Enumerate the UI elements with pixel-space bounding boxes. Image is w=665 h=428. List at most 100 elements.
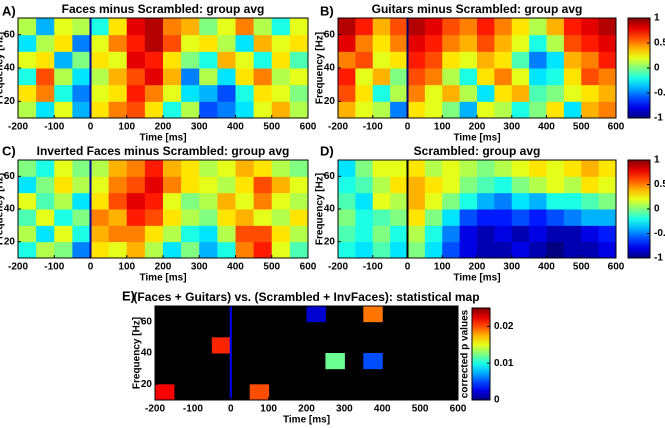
y-tick-label: 60 [141,316,153,327]
heat-cell [126,34,146,52]
heat-cell [36,160,55,177]
heat-cell [217,209,236,226]
heat-cell [199,192,218,210]
heat-cell [372,225,391,243]
heat-cell [372,51,391,69]
y-axis-label: Frequency [Hz] [0,173,6,245]
y-tick-label: 40 [4,204,16,215]
heat-cell [372,68,391,86]
heat-cell [90,160,110,177]
heat-cell [477,225,495,243]
heat-cell [235,34,255,52]
heat-cell [442,225,461,243]
heat-cell [36,84,55,102]
x-tick-label: -200 [8,262,28,273]
heat-cell [424,84,443,102]
x-tick-label: 400 [374,404,391,415]
heat-cell [199,176,218,194]
y-tick-label: 20 [141,379,153,390]
heat-cell [181,176,200,194]
heat-cell [355,225,374,243]
heat-cell [126,192,146,210]
heat-cell [18,18,37,36]
heat-cell [459,18,478,36]
heat-cell [54,241,73,259]
heat-cell [181,225,200,243]
heat-cell [235,51,255,69]
heat-cell [442,51,461,69]
heat-cell [289,209,309,226]
heat-cell [155,384,175,401]
heat-cell [36,101,55,119]
heat-cell [459,34,478,52]
heat-cell [338,176,356,194]
heat-cell [18,176,37,194]
heat-cell [144,225,164,243]
y-axis-label: Frequency [Hz] [0,32,6,104]
x-tick-label: 600 [608,122,625,133]
heat-cell [271,241,291,259]
heat-cell [72,18,91,36]
heat-cell [199,84,218,102]
heat-cell [144,209,164,226]
heat-cell [355,34,374,52]
y-tick-label: 60 [4,29,16,40]
heat-cell [529,101,547,119]
heat-cell [108,176,128,194]
heat-cell [546,68,565,86]
heat-cell [163,101,182,119]
heat-cell [108,101,128,119]
heat-cell [424,101,443,119]
heat-cell [424,68,443,86]
heat-cell [390,68,408,86]
heat-cell [289,18,309,36]
heat-cell [372,101,391,119]
y-tick-label: 20 [324,236,336,247]
heat-cell [338,34,356,52]
heat-cell [235,160,255,177]
x-axis-label: Time [ms] [139,273,186,284]
heat-cell [253,51,273,69]
heat-cell [163,241,182,259]
heat-cell [529,209,547,226]
heat-cell [18,101,37,119]
heat-cell [199,51,218,69]
heat-cell [563,192,582,210]
heat-cell [581,225,600,243]
heat-cell [494,176,513,194]
heat-cell [181,160,200,177]
heat-cell [511,101,530,119]
heat-cell [581,192,600,210]
heat-cell [249,384,270,401]
heat-cell [407,18,426,36]
heat-cell [235,18,255,36]
heat-cell [355,209,374,226]
y-tick-label: 40 [324,63,336,74]
heat-cell [54,68,73,86]
heat-cell [511,225,530,243]
heat-cell [442,192,461,210]
x-tick-label: 400 [227,122,244,133]
heat-cell [407,209,426,226]
heat-cell [217,225,236,243]
heat-cell [289,176,309,194]
x-tick-label: 100 [260,404,277,415]
x-axis-label: Time [ms] [453,273,500,284]
heat-cell [546,241,565,259]
heat-cell [338,18,356,36]
heat-cell [494,160,513,177]
panel-title: Inverted Faces minus Scrambled: group av… [37,144,290,158]
heat-cell [325,353,345,370]
heat-cell [563,160,582,177]
heat-cell [581,34,600,52]
heat-cell [442,176,461,194]
x-tick-label: 600 [608,262,625,273]
heat-cell [598,176,617,194]
x-tick-label: -100 [363,262,383,273]
heat-cell [407,241,426,259]
heat-cell [72,84,91,102]
heat-cell [108,51,128,69]
heat-cell [546,34,565,52]
heat-cell [459,209,478,226]
heat-cell [163,18,182,36]
